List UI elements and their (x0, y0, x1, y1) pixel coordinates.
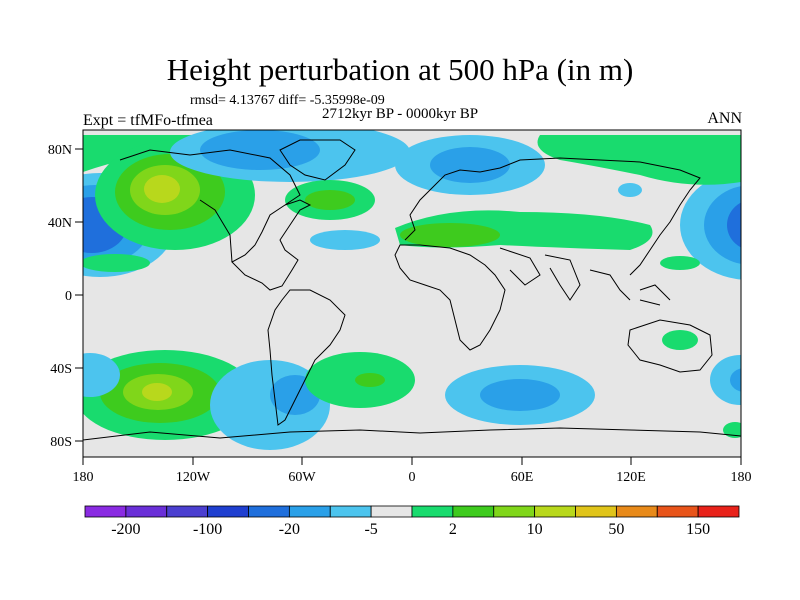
y-axis-labels: 80N 40N 0 40S 80S (48, 143, 72, 450)
x-tick-label: 120W (176, 470, 211, 485)
colorbar-bin (697, 505, 740, 518)
contour-neg-scandinavia-inner (430, 147, 510, 183)
contour-pos-eurasia-inner (400, 223, 500, 247)
colorbar-bin (370, 505, 413, 518)
colorbar-bin (615, 505, 658, 518)
contour-neg-us-east (310, 230, 380, 250)
contour-pos-satlantic-inner (355, 373, 385, 387)
contour-neg-pacific-e-inner (704, 186, 741, 264)
contour-neg-pacific-e-core (727, 202, 741, 248)
colorbar-bin (656, 505, 699, 518)
contour-pos-subtrop-pac (83, 254, 150, 272)
contour-neg-casia (618, 183, 642, 197)
colorbar-bin (84, 505, 127, 518)
time-period-label: 2712kyr BP - 0000kyr BP (322, 106, 479, 122)
colorbar-bin (534, 505, 576, 518)
colorbar-bin (329, 505, 372, 518)
contour-neg-sindian-inner (480, 379, 560, 411)
x-tick-label: 0 (409, 470, 416, 485)
colorbar-label: 10 (527, 521, 543, 538)
colorbar-label: -100 (193, 521, 222, 538)
season-label: ANN (707, 110, 742, 127)
coast-antarctica (83, 427, 741, 441)
coastlines (83, 139, 741, 441)
x-tick-label: 60E (511, 470, 534, 485)
colorbar-bin (411, 505, 454, 518)
colorbar-bin (493, 505, 536, 518)
coast-africa (394, 244, 506, 351)
y-tick-label: 40S (50, 362, 72, 377)
coast-australia (627, 319, 713, 373)
colorbar-bin (166, 505, 209, 518)
colorbar-labels: -200 -100 -20 -5 2 10 50 150 (111, 521, 710, 538)
y-tick-label: 40N (48, 216, 72, 231)
contour-pos-arctic-e (537, 135, 741, 185)
colorbar-bin (575, 505, 617, 518)
coast-arabia-india (499, 247, 581, 301)
x-axis-labels: 180 120W 60W 0 60E 120E 180 (73, 470, 752, 485)
contour-pos-spac-e (723, 422, 741, 438)
axis-ticks (75, 148, 742, 465)
colorbar-label: 2 (449, 521, 457, 538)
y-tick-label: 0 (65, 289, 72, 304)
colorbar-label: -5 (364, 521, 377, 538)
coast-south-america (267, 289, 346, 426)
contour-neg-spac-w (83, 353, 120, 397)
experiment-label: Expt = tfMFo-tfmea (83, 112, 213, 129)
coast-europe (404, 157, 701, 276)
plot-title: Height perturbation at 500 hPa (in m) (166, 52, 634, 87)
contour-pos-subtrop-asia (660, 256, 700, 270)
x-tick-label: 120E (616, 470, 646, 485)
colorbar-label: 150 (686, 521, 710, 538)
coast-greenland (279, 139, 356, 181)
coast-se-asia (589, 269, 671, 306)
colorbar-label: -20 (279, 521, 300, 538)
y-tick-label: 80N (48, 143, 72, 158)
contour-neg-spac-e-inner (730, 368, 741, 392)
colorbar-bin (207, 505, 249, 518)
contour-neg-greenland-inner (200, 130, 320, 170)
colorbar-bin (125, 505, 168, 518)
contour-fields (83, 130, 741, 450)
colorbar-label: 50 (608, 521, 624, 538)
x-tick-label: 180 (73, 470, 94, 485)
colorbar-label: -200 (111, 521, 140, 538)
colorbar-bin (248, 505, 290, 518)
contour-pos-spac-core (142, 383, 172, 401)
colorbar (84, 505, 740, 518)
coast-north-america (119, 149, 312, 291)
x-tick-label: 60W (288, 470, 316, 485)
colorbar-bin (452, 505, 495, 518)
contour-pos-natlantic-inner (305, 190, 355, 210)
contour-neg-spac-e (710, 355, 741, 405)
y-tick-label: 80S (50, 435, 72, 450)
contour-pos-aus (662, 330, 698, 350)
colorbar-bin (288, 505, 331, 518)
rmsd-diff-stats: rmsd= 4.13767 diff= -5.35998e-09 (190, 93, 385, 108)
x-tick-label: 180 (731, 470, 752, 485)
contour-pos-alaska-core (144, 175, 180, 203)
